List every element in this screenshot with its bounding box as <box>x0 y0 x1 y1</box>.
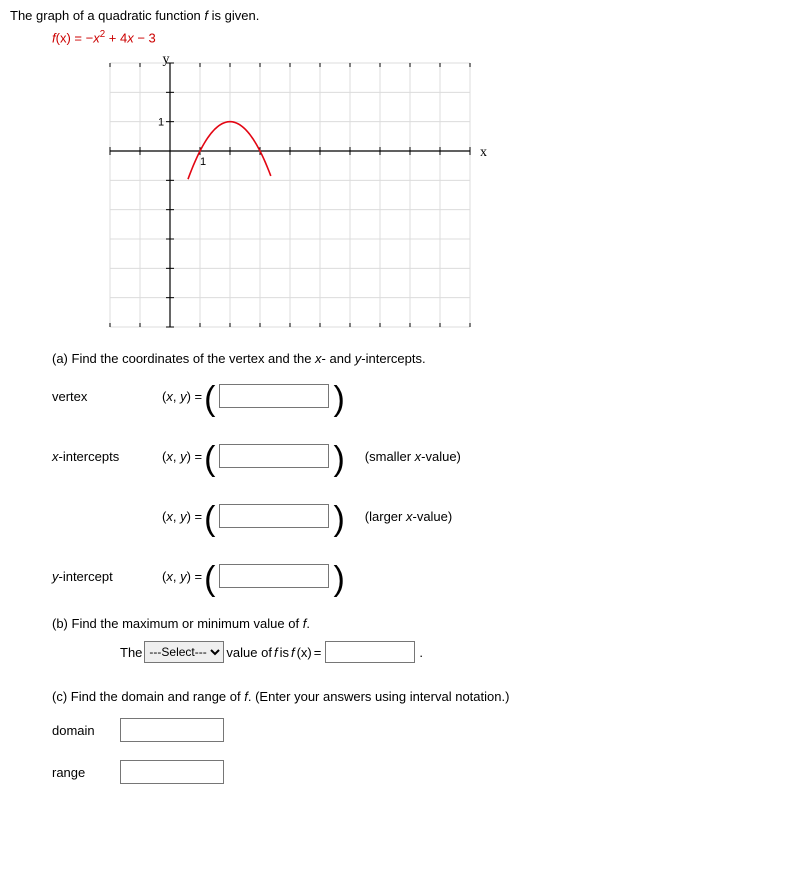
eq-eq: = <box>71 30 86 45</box>
xy2-c: , <box>173 449 180 464</box>
part-b-prompt: (b) Find the maximum or minimum value of… <box>52 616 782 631</box>
row-vertex: vertex (x, y) = ( ) <box>52 376 782 416</box>
part-b-line2: The ---Select---maximumminimum value of … <box>120 641 782 663</box>
maxmin-value-input[interactable] <box>325 641 415 663</box>
intro-text: The graph of a quadratic function <box>10 8 201 23</box>
pb-m1: value of <box>226 645 272 660</box>
xy2-y: y <box>180 449 187 464</box>
label-yint: y-intercept <box>52 569 162 584</box>
svg-text:x: x <box>480 145 487 160</box>
pb-d: . <box>306 616 310 631</box>
label-xints: x-intercepts <box>52 449 162 464</box>
eq-c: − 3 <box>134 30 156 45</box>
hl3: -value) <box>412 509 452 524</box>
label-domain: domain <box>52 723 120 738</box>
part-a-prompt: (a) Find the coordinates of the vertex a… <box>52 351 782 366</box>
pc-tail: . (Enter your answers using interval not… <box>248 689 510 704</box>
hint-larger: (larger x-value) <box>365 509 452 524</box>
vertex-input[interactable] <box>219 384 329 408</box>
part-c-prompt: (c) Find the domain and range of f. (Ent… <box>52 689 782 704</box>
part-a: (a) Find the coordinates of the vertex a… <box>52 351 782 596</box>
row-domain: domain <box>52 718 782 742</box>
xy-prefix: (x, y) = <box>162 389 202 404</box>
label-vertex: vertex <box>52 389 162 404</box>
hs3: -value) <box>421 449 461 464</box>
intro-line: The graph of a quadratic function f is g… <box>10 8 782 23</box>
equation: f(x) = −x2 + 4x − 3 <box>52 29 782 45</box>
maxmin-select[interactable]: ---Select---maximumminimum <box>144 641 224 663</box>
xint-smaller-input[interactable] <box>219 444 329 468</box>
svg-text:y: y <box>163 53 170 67</box>
pa-mid: - and <box>322 351 355 366</box>
pb-t: (b) Find the maximum or minimum value of <box>52 616 303 631</box>
xint-larger-input[interactable] <box>219 504 329 528</box>
svg-text:1: 1 <box>200 156 206 168</box>
pb-mf: f <box>274 645 278 660</box>
intro-f: f <box>204 8 208 23</box>
xy-eq: = <box>191 389 202 404</box>
row-xint-2: (x, y) = ( ) (larger x-value) <box>52 496 782 536</box>
xy3-eq: = <box>191 509 202 524</box>
pb-m2: is <box>280 645 289 660</box>
pa-t2: -intercepts. <box>361 351 425 366</box>
xi-x: x <box>52 449 59 464</box>
xy4-eq: = <box>191 569 202 584</box>
eq-b: + 4 <box>105 30 127 45</box>
intro-tail: is given. <box>212 8 260 23</box>
xy4-y: y <box>180 569 187 584</box>
hs1: (smaller <box>365 449 415 464</box>
row-yint: y-intercept (x, y) = ( ) <box>52 556 782 596</box>
xy3-c: , <box>173 509 180 524</box>
yi-y: y <box>52 569 59 584</box>
row-xint-1: x-intercepts (x, y) = ( ) (smaller x-val… <box>52 436 782 476</box>
xy-prefix-4: (x, y) = <box>162 569 202 584</box>
xy3-y: y <box>180 509 187 524</box>
hl1: (larger <box>365 509 406 524</box>
pb-d2: . <box>419 645 423 660</box>
row-range: range <box>52 760 782 784</box>
pa-t1: (a) Find the coordinates of the vertex a… <box>52 351 315 366</box>
xy4-c: , <box>173 569 180 584</box>
pc-t: (c) Find the domain and range of <box>52 689 244 704</box>
eq-of: (x) <box>56 30 71 45</box>
chart: 1 1 x y <box>70 53 782 337</box>
pb-par: (x) <box>297 645 312 660</box>
svg-text:1: 1 <box>158 117 164 129</box>
part-c: (c) Find the domain and range of f. (Ent… <box>52 689 782 784</box>
chart-svg: 1 1 x y <box>70 53 490 337</box>
hint-smaller: (smaller x-value) <box>365 449 461 464</box>
xy2-eq: = <box>191 449 202 464</box>
label-range: range <box>52 765 120 780</box>
xy-c: , <box>173 389 180 404</box>
yint-input[interactable] <box>219 564 329 588</box>
pb-fof: f <box>291 645 295 660</box>
part-b: (b) Find the maximum or minimum value of… <box>52 616 782 663</box>
xy-y: y <box>180 389 187 404</box>
pb-the: The <box>120 645 142 660</box>
xy-prefix-3: (x, y) = <box>162 509 202 524</box>
domain-input[interactable] <box>120 718 224 742</box>
xy-prefix-2: (x, y) = <box>162 449 202 464</box>
range-input[interactable] <box>120 760 224 784</box>
pb-eq: = <box>314 645 322 660</box>
